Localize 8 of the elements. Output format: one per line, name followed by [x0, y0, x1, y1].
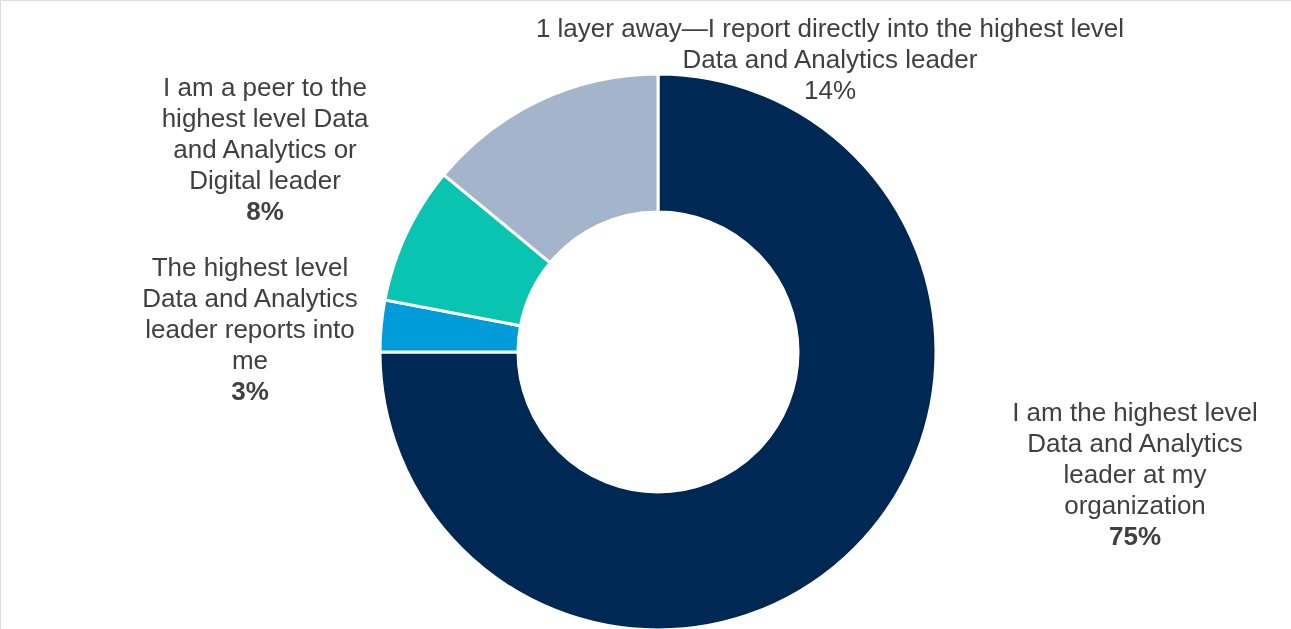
data-label: 3% [231, 376, 269, 406]
slice-label: 1 layer away—I report directly into the highest level Data and Analytics leader [535, 13, 1125, 74]
data-label: 75% [1108, 521, 1162, 551]
data-label: 14% [803, 75, 857, 105]
slice-label: I am a peer to the highest level Data and Analytics or Digital leader [161, 72, 369, 195]
data-label: 8% [246, 196, 284, 226]
slice-label: The highest level Data and Analytics leader reports into me [142, 252, 358, 375]
slice-label: I am the highest level Data and Analytics leader at my organization [1012, 397, 1258, 520]
